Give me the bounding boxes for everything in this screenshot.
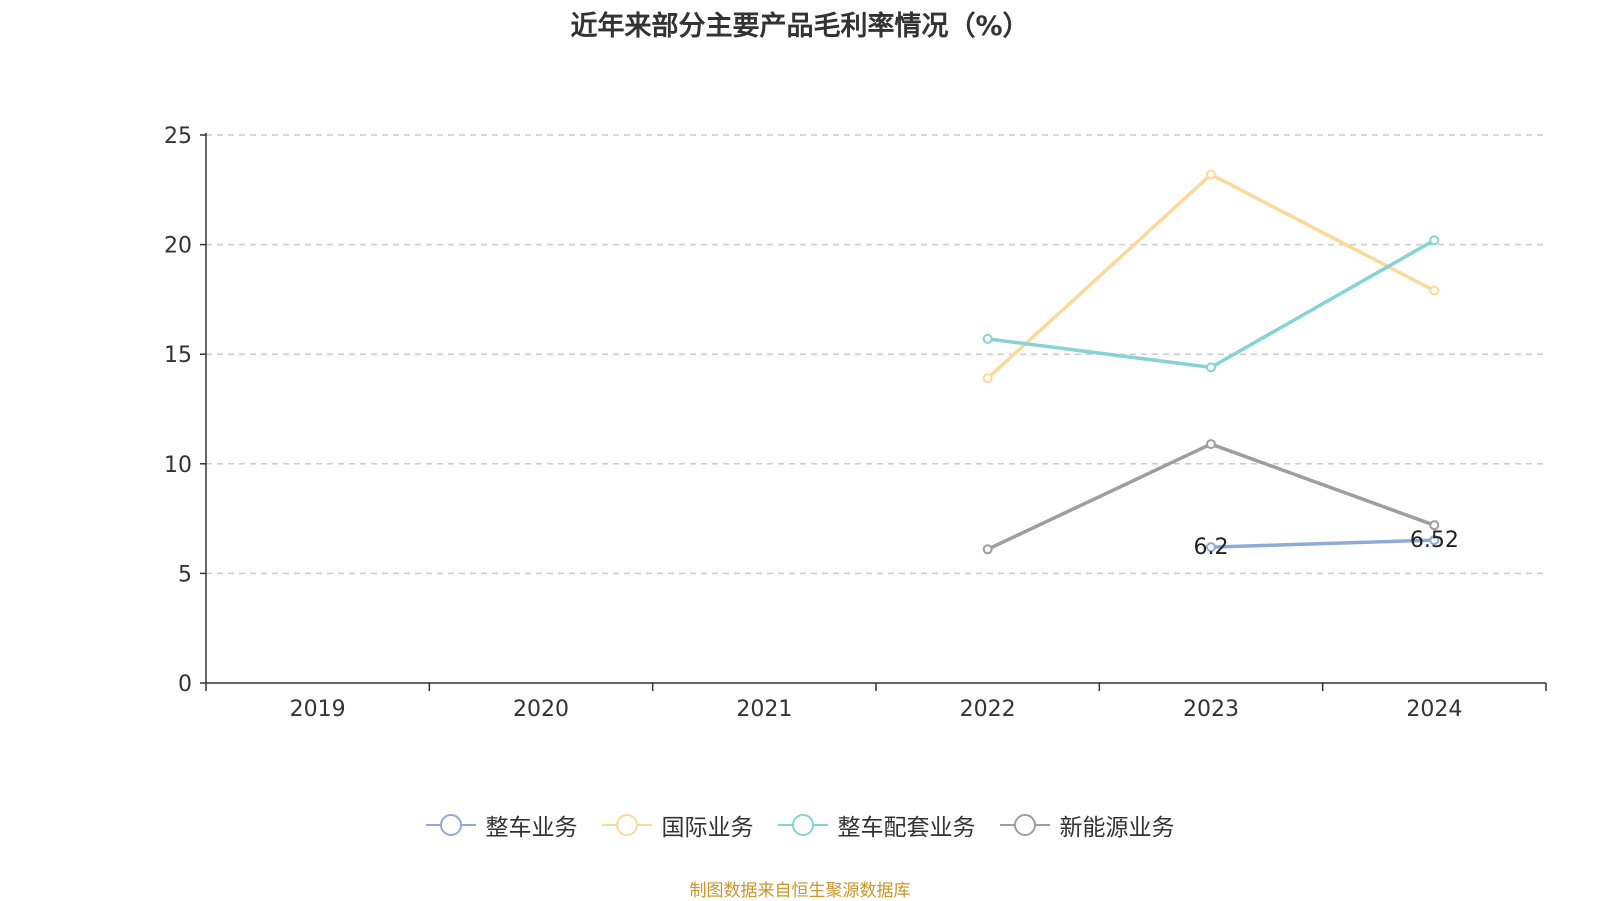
- legend: 整车业务 国际业务 整车配套业务 新能源业务: [0, 808, 1600, 842]
- data-point: [1429, 235, 1440, 246]
- y-tick-label: 15: [164, 343, 192, 368]
- x-tick-label: 2021: [736, 697, 792, 722]
- x-tick-label: 2023: [1183, 697, 1239, 722]
- legend-marker-icon: [999, 814, 1050, 836]
- source-note: 制图数据来自恒生聚源数据库: [689, 881, 911, 901]
- series-layer: [982, 169, 1440, 555]
- legend-item[interactable]: 整车配套业务: [777, 808, 976, 842]
- y-tick-label: 20: [164, 234, 192, 259]
- chart-title: 近年来部分主要产品毛利率情况（%）: [570, 11, 1030, 42]
- legend-item[interactable]: 新能源业务: [999, 808, 1175, 842]
- legend-label: 国际业务: [661, 815, 754, 841]
- grid-layer: [206, 134, 1546, 575]
- y-tick-label: 10: [164, 453, 192, 478]
- x-tick-label: 2020: [513, 697, 569, 722]
- legend-label: 整车配套业务: [837, 815, 976, 841]
- data-point: [1206, 542, 1216, 553]
- legend-label: 新能源业务: [1059, 815, 1175, 841]
- axis-layer: 0 5 10 15 20 25 2019 2020 2021 2022 2023 2024: [164, 124, 1547, 722]
- data-point: [1206, 439, 1216, 450]
- x-tick-label: 2019: [290, 697, 346, 722]
- series-line: [987, 238, 1436, 370]
- legend-marker-icon: [777, 814, 828, 836]
- data-point: [1206, 169, 1216, 180]
- data-point: [982, 544, 993, 555]
- legend-label: 整车业务: [485, 815, 578, 841]
- label-layer: 6.2 6.52: [1194, 528, 1459, 560]
- x-tick-label: 2022: [960, 697, 1016, 722]
- y-tick-label: 0: [178, 672, 192, 697]
- series-line: [1210, 538, 1435, 549]
- legend-circle: [791, 814, 814, 836]
- data-label: 6.52: [1410, 528, 1459, 553]
- legend-marker-icon: [425, 814, 476, 836]
- data-label: 6.2: [1194, 535, 1229, 560]
- data-point: [1429, 535, 1440, 546]
- data-point: [982, 373, 993, 384]
- data-point: [982, 333, 993, 344]
- legend-item[interactable]: 整车业务: [425, 808, 578, 842]
- y-tick-label: 5: [178, 562, 192, 587]
- x-tick-label: 2024: [1406, 697, 1462, 722]
- legend-item[interactable]: 国际业务: [601, 808, 754, 842]
- data-point: [1429, 520, 1440, 531]
- legend-marker-icon: [601, 814, 652, 836]
- series-line: [986, 442, 1435, 551]
- data-point: [1429, 285, 1440, 296]
- y-tick-label: 25: [164, 124, 192, 149]
- legend-circle: [615, 814, 638, 836]
- legend-circle: [439, 814, 462, 836]
- data-point: [1206, 362, 1216, 373]
- legend-circle: [1013, 814, 1036, 836]
